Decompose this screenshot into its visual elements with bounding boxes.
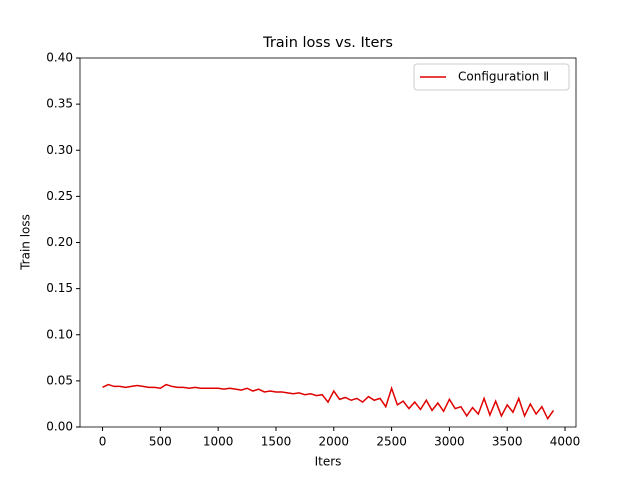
y-tick-label: 0.00 (46, 420, 73, 434)
chart-title: Train loss vs. Iters (262, 35, 393, 51)
y-tick-label: 0.35 (46, 97, 73, 111)
y-tick-label: 0.25 (46, 189, 73, 203)
x-tick-label: 3500 (492, 435, 523, 449)
y-tick-label: 0.40 (46, 51, 73, 65)
x-tick-label: 0 (99, 435, 107, 449)
x-tick-label: 2500 (376, 435, 407, 449)
y-tick-label: 0.05 (46, 373, 73, 387)
x-axis-label: Iters (315, 455, 342, 469)
x-tick-label: 4000 (550, 435, 581, 449)
x-tick-label: 1500 (261, 435, 292, 449)
legend-box (413, 63, 570, 91)
y-tick-label: 0.30 (46, 143, 73, 157)
plot-frame (79, 57, 577, 428)
y-tick-label: 0.15 (46, 281, 73, 295)
data-line (102, 383, 555, 421)
legend-label: Configuration Ⅱ (458, 70, 549, 84)
x-tick-label: 500 (149, 435, 172, 449)
y-tick-label: 0.10 (46, 327, 73, 341)
y-tick-label: 0.20 (46, 235, 73, 249)
x-tick-label: 3000 (434, 435, 465, 449)
x-tick-label: 1000 (203, 435, 234, 449)
x-tick-label: 2000 (319, 435, 350, 449)
y-axis-label: Train loss (19, 214, 33, 271)
